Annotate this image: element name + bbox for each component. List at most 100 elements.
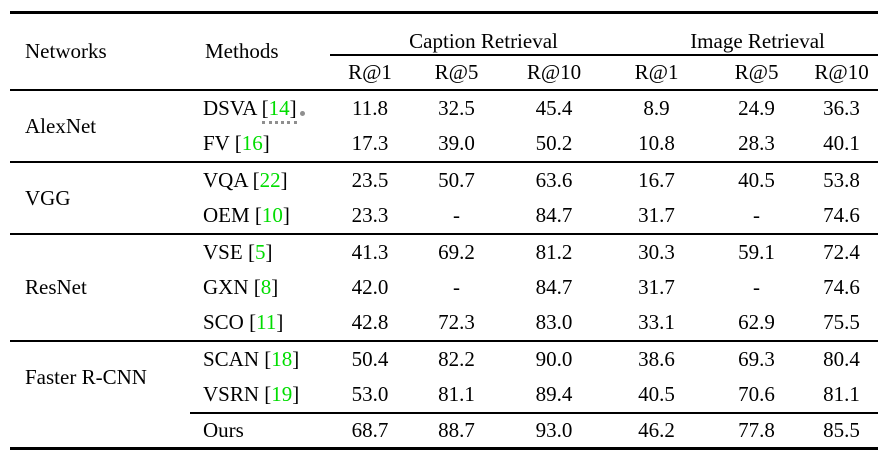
method-label: OEM [203, 203, 250, 227]
metric-value: 72.4 [823, 240, 860, 264]
network-group-vgg: VGG VQA [22] 23.5 50.7 63.6 16.7 40.5 53.8 OEM [… [10, 161, 879, 234]
value-cell: 31.7 [605, 198, 708, 234]
network-label: AlexNet [25, 113, 97, 138]
citation-link[interactable]: 19 [271, 382, 293, 406]
value-cell: - [410, 198, 503, 234]
metric-value: 82.2 [438, 347, 475, 371]
metric-value: 81.1 [438, 382, 475, 406]
metric-value: 23.5 [351, 168, 389, 192]
image-retrieval-label: Image Retrieval [690, 29, 825, 53]
value-cell: 80.4 [805, 340, 879, 377]
metric-value: 53.0 [351, 382, 389, 406]
metric-value: 23.3 [351, 203, 389, 227]
table-row: Faster R-CNN SCAN [18] 50.4 82.2 90.0 38.6 69.… [10, 340, 879, 413]
method-label: SCAN [203, 347, 260, 371]
metric-value: 77.8 [738, 418, 775, 442]
citation-bracket-open: [ [247, 240, 255, 264]
citation-bracket-open: [ [264, 347, 272, 371]
method-label: DSVA [203, 96, 257, 120]
metric-value: 63.6 [535, 168, 573, 192]
citation-link[interactable]: 5 [254, 240, 266, 264]
citation-bracket-open: [ [249, 310, 257, 334]
metric-value: 17.3 [351, 131, 389, 155]
metric-value: 36.3 [823, 96, 860, 120]
citation-link[interactable]: 8 [260, 275, 272, 299]
table-row: GXN [8] 42.0 - 84.7 31.7 - 74.6 [10, 270, 878, 305]
network-cell: AlexNet [10, 90, 190, 162]
value-cell: - [708, 198, 805, 234]
value-cell: 31.7 [605, 270, 708, 305]
annotation-artifact-dot [299, 111, 305, 116]
metric-value: 31.7 [638, 275, 675, 299]
metric-value: 74.6 [823, 203, 860, 227]
citation-bracket-close: ] [265, 240, 273, 264]
citation-bracket-open: [ [264, 382, 272, 406]
citation-link[interactable]: 18 [271, 347, 293, 371]
value-cell: 69.3 [708, 340, 806, 377]
citation-bracket-close: ] [280, 168, 288, 192]
network-label: Faster R-CNN [25, 365, 147, 389]
method-cell: VSE [5] [190, 233, 330, 270]
value-cell: 83.0 [503, 305, 605, 341]
metric-value: 28.3 [738, 131, 775, 155]
citation-link[interactable]: 22 [259, 168, 281, 192]
metric-value: 88.7 [438, 418, 475, 442]
value-cell: - [708, 270, 805, 305]
value-cell: 46.2 [605, 412, 709, 449]
col-header-image-retrieval: Image Retrieval [605, 12, 879, 56]
col-header-image-r5: R@5 [708, 55, 806, 91]
metric-value: 74.6 [823, 275, 860, 299]
citation-bracket-close: ] [282, 203, 290, 227]
value-cell: 72.4 [805, 233, 879, 270]
citation-link[interactable]: 16 [241, 131, 263, 155]
metric-value: 75.5 [823, 310, 860, 334]
metric-value: 50.7 [438, 168, 475, 192]
value-cell: 16.7 [605, 161, 709, 198]
metric-value: 45.4 [535, 96, 573, 120]
metric-value: 72.3 [438, 310, 475, 334]
value-cell: 28.3 [708, 126, 805, 162]
metric-value: 40.1 [823, 131, 860, 155]
method-label: VQA [203, 168, 248, 192]
metric-value: 68.7 [351, 418, 389, 442]
method-cell: Ours [190, 412, 330, 449]
value-cell: 74.6 [805, 198, 878, 234]
metric-value: 40.5 [638, 382, 675, 406]
value-cell: 38.6 [605, 340, 709, 377]
value-cell: 50.4 [330, 340, 410, 377]
citation-link[interactable]: 14 [268, 96, 290, 120]
method-cell: FV [16] [190, 126, 330, 162]
value-cell: 75.5 [805, 305, 878, 341]
value-cell: 81.1 [805, 377, 878, 413]
metric-value: - [753, 275, 761, 299]
citation-link[interactable]: 11 [256, 310, 277, 334]
value-cell: 23.5 [330, 161, 410, 198]
value-cell: 30.3 [605, 233, 709, 270]
metric-value: 50.2 [535, 131, 573, 155]
metric-value: 81.1 [823, 382, 860, 406]
table-row: VSRN [19] 53.0 81.1 89.4 40.5 70.6 81.1 [10, 377, 878, 413]
value-cell: 63.6 [503, 161, 606, 198]
value-cell: 84.7 [503, 270, 605, 305]
value-cell: 90.0 [503, 340, 606, 377]
table-row: FV [16] 17.3 39.0 50.2 10.8 28.3 40.1 [10, 126, 878, 162]
metric-value: 84.7 [535, 203, 573, 227]
metric-value: 59.1 [738, 240, 775, 264]
value-cell: 24.9 [708, 90, 805, 126]
table-row: OEM [10] 23.3 - 84.7 31.7 - 74.6 [10, 198, 878, 234]
col-header-caption-r10: R@10 [503, 55, 606, 91]
metric-value: 24.9 [738, 96, 775, 120]
value-cell: 45.4 [503, 90, 605, 126]
value-cell: 68.7 [330, 412, 410, 449]
metric-value: 50.4 [351, 347, 389, 371]
table-row: Ours 68.7 88.7 93.0 46.2 77.8 85.5 [10, 412, 879, 449]
citation-bracket-close: ] [262, 131, 270, 155]
metric-value: 62.9 [738, 310, 775, 334]
citation-bracket-open: [ [234, 131, 242, 155]
value-cell: 89.4 [503, 377, 605, 413]
value-cell: 70.6 [708, 377, 805, 413]
metric-value: 85.5 [823, 418, 860, 442]
citation-link[interactable]: 10 [261, 203, 283, 227]
col-header-image-r1: R@1 [605, 55, 709, 91]
